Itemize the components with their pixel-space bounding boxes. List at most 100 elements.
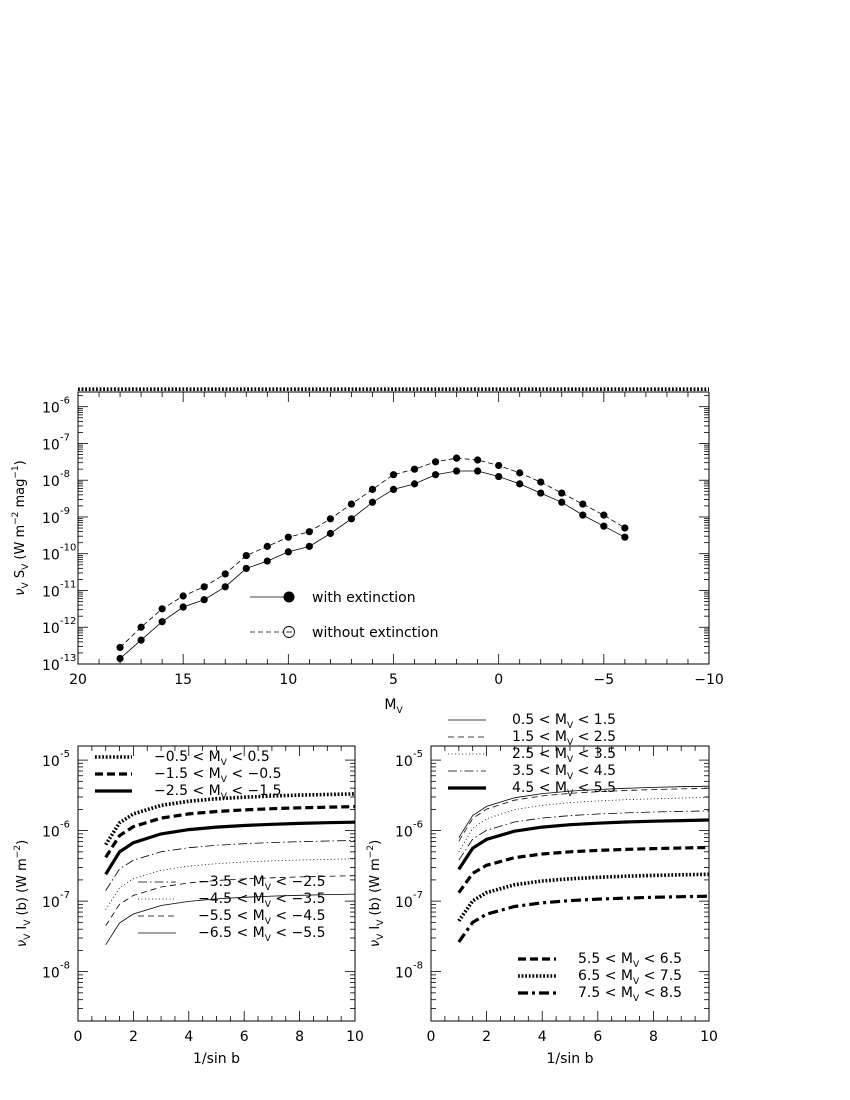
y-tick-label-base: 10 <box>42 658 60 674</box>
y-tick-label-base: 10 <box>42 437 60 453</box>
data-point <box>221 570 229 578</box>
x-tick-label: 0 <box>494 672 503 688</box>
data-point <box>179 603 187 611</box>
data-point <box>410 465 419 473</box>
series-line-1 <box>458 787 710 842</box>
y-tick-label-base: 10 <box>395 754 413 770</box>
y-tick-label: -6 <box>413 820 423 831</box>
legend-bottom: 5.5 < MV < 6.56.5 < MV < 7.57.5 < MV < 8… <box>518 951 682 1004</box>
series-line-2 <box>104 820 356 876</box>
y-label-unit: mag <box>13 479 28 512</box>
y-tick-label: -8 <box>60 469 70 480</box>
x-tick-label: −5 <box>594 672 615 688</box>
legend-label: 4.5 < MV < 5.5 <box>512 780 616 799</box>
data-point <box>579 511 587 519</box>
legend-label: −5.5 < MV < −4.5 <box>198 908 326 927</box>
x-tick-label: 6 <box>240 1029 249 1045</box>
data-point <box>495 472 503 481</box>
legend-label-sub: V <box>633 960 640 970</box>
data-point <box>621 524 629 532</box>
y-label-part: S <box>13 570 28 582</box>
data-point <box>389 485 398 494</box>
x-tick-label: 2 <box>129 1029 138 1045</box>
data-point <box>242 551 250 560</box>
legend-label-sub: V <box>567 772 574 782</box>
legend-label-sub: V <box>221 758 228 768</box>
series-line-0 <box>104 792 356 846</box>
data-point <box>516 480 524 488</box>
series-line-3 <box>105 840 356 891</box>
legend-label: −3.5 < MV < −2.5 <box>198 874 326 893</box>
data-point <box>263 542 271 550</box>
y-label-part: I <box>368 926 383 934</box>
y-tick-label-base: 10 <box>42 825 60 841</box>
legend-label-main: −1.5 < M <box>154 766 221 782</box>
data-point <box>116 643 124 652</box>
y-tick-label: -5 <box>413 749 423 760</box>
legend-top: −0.5 < MV < 0.5−1.5 < MV < −0.5−2.5 < MV… <box>95 749 282 802</box>
x-tick-label: 0 <box>427 1029 436 1045</box>
legend-label-rest: < 3.5 <box>573 746 616 762</box>
y-label-sup: −2 <box>11 512 21 525</box>
data-point <box>579 500 587 508</box>
y-tick-label: -7 <box>60 890 70 901</box>
y-tick-label-base: 10 <box>42 474 60 490</box>
x-tick-label: 6 <box>593 1029 602 1045</box>
y-label-part: I <box>15 926 30 934</box>
x-tick-label: 10 <box>700 1029 718 1045</box>
legend-label: −1.5 < MV < −0.5 <box>154 766 282 785</box>
y-tick-label-base: 10 <box>42 584 60 600</box>
data-point <box>474 456 482 464</box>
legend-top: 0.5 < MV < 1.51.5 < MV < 2.52.5 < MV < 3… <box>448 712 616 799</box>
legend-label-rest: < −5.5 <box>271 925 326 941</box>
legend-label-sub: V <box>633 994 640 1004</box>
x-axis-label: MV <box>384 697 403 716</box>
legend-label-main: −2.5 < M <box>154 783 221 799</box>
data-point <box>284 533 292 541</box>
legend-label-sub: V <box>265 900 272 910</box>
y-label-sub: V <box>21 563 31 570</box>
legend-label-sub: V <box>221 792 228 802</box>
y-tick-label: -5 <box>60 749 70 760</box>
y-label-end: ) <box>368 840 383 845</box>
y-axis-label: νV IV (b) (W m−2) <box>366 840 386 947</box>
y-tick-label: -9 <box>60 506 70 517</box>
legend-label: −4.5 < MV < −3.5 <box>198 891 326 910</box>
data-point <box>326 529 334 538</box>
legend: with extinction without extinction <box>250 590 439 641</box>
x-tick-label: −10 <box>694 672 724 688</box>
legend-label-sub: V <box>221 775 228 785</box>
y-label-nu: ν <box>13 588 28 595</box>
x-label-sub: V <box>396 706 403 716</box>
data-point <box>221 583 229 591</box>
legend-label: 3.5 < MV < 4.5 <box>512 763 616 782</box>
bottom-left-chart-panel: 10 -510 -610 -710 -80 2 4 6 8 101/sin bνV IV (b) … <box>13 745 364 1067</box>
legend-label-main: 6.5 < M <box>578 968 633 984</box>
y-axis-label: νV SV (W m−2 mag−1) <box>11 460 31 596</box>
legend-label-rest: < 5.5 <box>573 780 616 796</box>
y-tick-label-base: 10 <box>395 966 413 982</box>
data-point <box>537 489 545 497</box>
legend-label: 1.5 < MV < 2.5 <box>512 729 616 748</box>
data-point <box>389 471 398 479</box>
y-tick-label-base: 10 <box>42 548 60 564</box>
legend-label-main: −6.5 < M <box>198 925 265 941</box>
legend-label-main: −5.5 < M <box>198 908 265 924</box>
x-tick-label: 8 <box>295 1029 304 1045</box>
legend-label-rest: < 0.5 <box>227 749 270 765</box>
y-tick-label-base: 10 <box>42 895 60 911</box>
y-label-sup: −1 <box>11 465 21 478</box>
legend-label-main: 3.5 < M <box>512 763 567 779</box>
legend-label-rest: < −1.5 <box>227 783 282 799</box>
legend-label: 5.5 < MV < 6.5 <box>578 951 682 970</box>
legend-label-rest: < −2.5 <box>271 874 326 890</box>
data-point <box>242 564 250 573</box>
y-tick-label-base: 10 <box>42 401 60 417</box>
legend-label-rest: < 1.5 <box>573 712 616 728</box>
data-point <box>453 454 461 462</box>
legend-label-sub: V <box>567 738 574 748</box>
series-line-1 <box>104 805 356 859</box>
legend-marker-filled <box>283 591 295 603</box>
legend-label-main: 1.5 < M <box>512 729 567 745</box>
